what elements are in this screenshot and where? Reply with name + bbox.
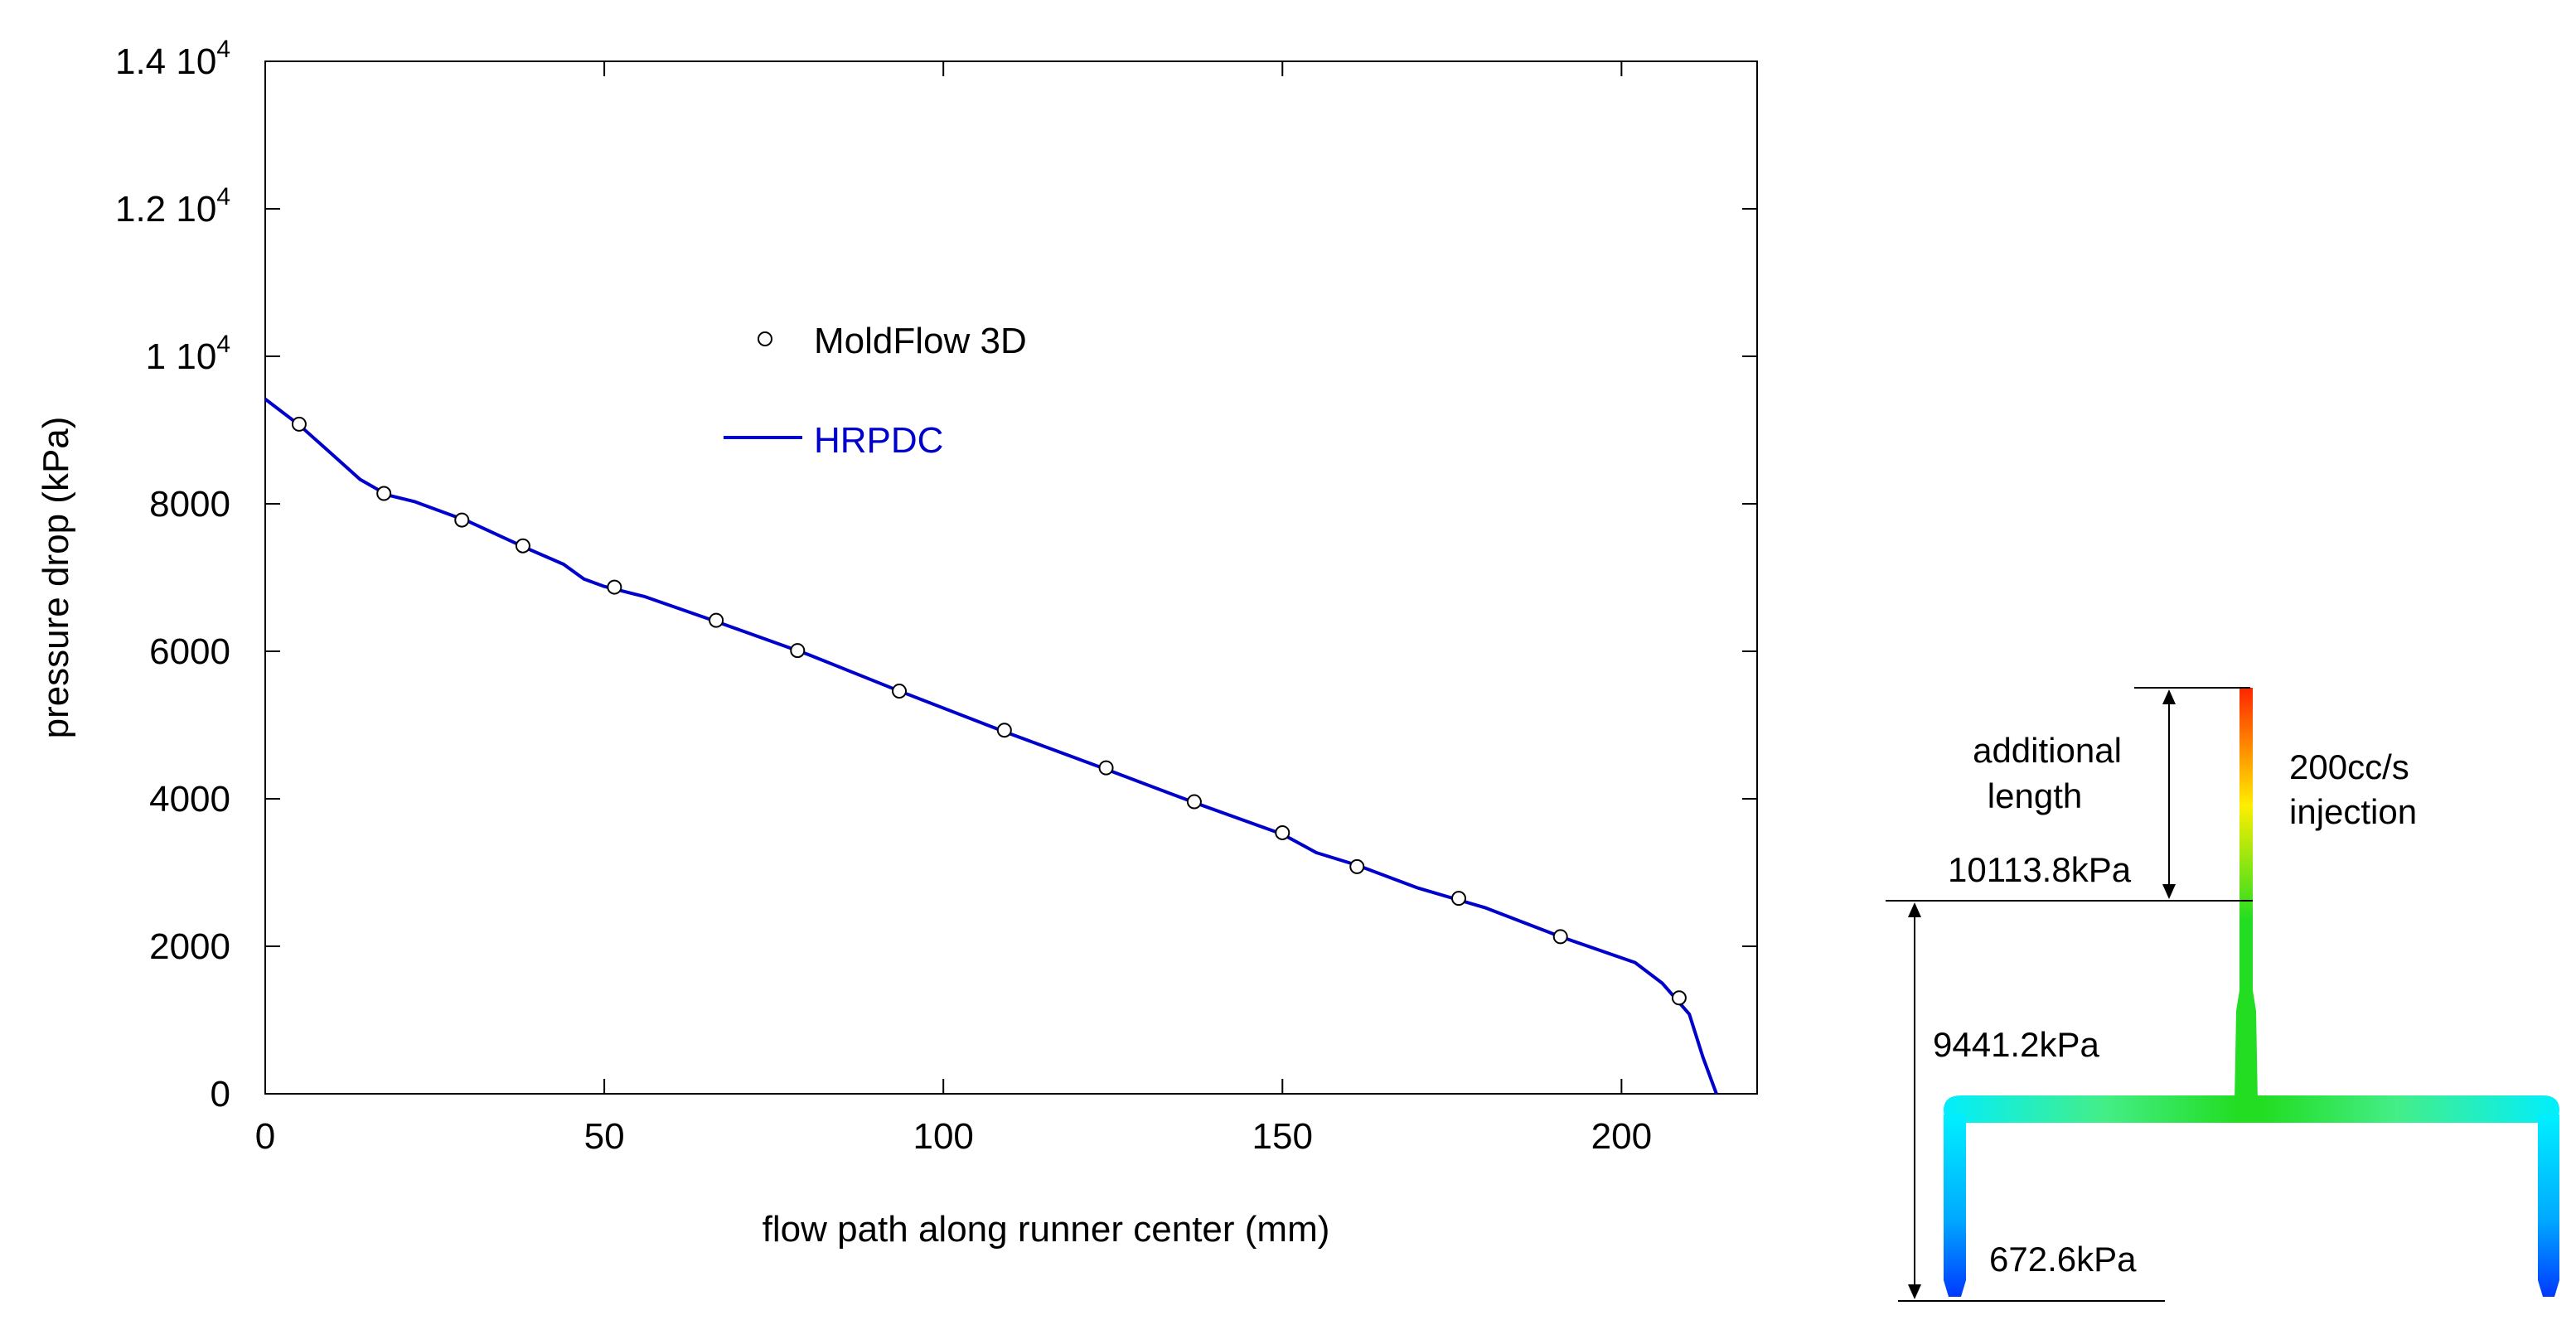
moldflow-point: [515, 538, 530, 554]
moldflow-point: [709, 612, 724, 628]
moldflow-point: [1186, 794, 1202, 810]
y-tick-label: 1.4 104: [115, 36, 230, 82]
y-tick-label: 0: [211, 1074, 230, 1115]
moldflow-point: [1349, 858, 1365, 874]
pressure-label-top: 10113.8kPa: [1948, 850, 2132, 889]
pressure-drop-chart: 0 50 100 150 200 0 2000 4000 6000 8000 1 104 1.2 1…: [36, 36, 1758, 1250]
y-tick-label: 1.2 104: [115, 183, 230, 230]
y-tick-label: 1 104: [146, 331, 230, 377]
plot-frame: [264, 60, 1758, 1095]
additional-length-label-line2: length: [1988, 776, 2082, 815]
additional-length-label-line1: additional: [1973, 731, 2122, 770]
legend-label-hrpdc: HRPDC: [814, 420, 943, 461]
legend-marker-moldflow: [758, 331, 772, 346]
y-tick-label: 4000: [149, 779, 230, 820]
y-tick-label: 2000: [149, 926, 230, 967]
arrowhead: [1908, 902, 1921, 917]
moldflow-point: [1275, 824, 1290, 840]
y-tick-label: 8000: [149, 484, 230, 525]
legend-label-moldflow: MoldFlow 3D: [814, 321, 1027, 361]
x-tick-label: 100: [913, 1116, 973, 1157]
y-axis-ticks: 0 2000 4000 6000 8000 1 104 1.2 104 1.4 104: [115, 36, 1757, 1115]
pressure-label-middle: 9441.2kPa: [1933, 1025, 2099, 1064]
y-tick-label: 6000: [149, 631, 230, 672]
runner-bar-left: [1944, 1095, 2246, 1123]
moldflow-point: [376, 486, 392, 501]
x-tick-label: 200: [1591, 1116, 1652, 1157]
x-tick-label: 150: [1252, 1116, 1313, 1157]
x-axis-label: flow path along runner center (mm): [763, 1209, 1330, 1250]
hrpdc-line: [264, 398, 1718, 1095]
pressure-label-bottom: 672.6kPa: [1989, 1240, 2137, 1279]
moldflow-point: [607, 579, 622, 595]
flow-rate-label: 200cc/s: [2289, 747, 2409, 786]
legend: MoldFlow 3D HRPDC: [724, 321, 1027, 461]
x-tick-label: 50: [584, 1116, 625, 1157]
sprue: [2235, 688, 2258, 1102]
moldflow-point: [1098, 760, 1114, 776]
moldflow-point: [1671, 990, 1687, 1006]
arrowhead: [2162, 689, 2176, 704]
runner-diagram: additional length 200cc/s injection 1011…: [1886, 687, 2559, 1302]
moldflow-point: [454, 512, 470, 528]
moldflow-point: [1451, 891, 1466, 907]
runner-leg-left: [1944, 1115, 1966, 1297]
y-axis-label: pressure drop (kPa): [36, 417, 76, 739]
moldflow-point: [1552, 929, 1568, 945]
runner-leg-right: [2538, 1115, 2559, 1297]
x-axis-ticks: 0 50 100 150 200: [255, 61, 1652, 1157]
injection-label: injection: [2289, 792, 2417, 831]
arrowhead: [2162, 884, 2176, 899]
arrowhead: [1908, 1284, 1921, 1299]
moldflow-point: [790, 643, 806, 659]
x-tick-label: 0: [255, 1116, 275, 1157]
moldflow-point: [892, 684, 907, 699]
runner-bar-right: [2246, 1095, 2559, 1123]
moldflow-point: [996, 723, 1012, 738]
series-layer: [264, 398, 1718, 1095]
moldflow-point: [291, 416, 307, 432]
